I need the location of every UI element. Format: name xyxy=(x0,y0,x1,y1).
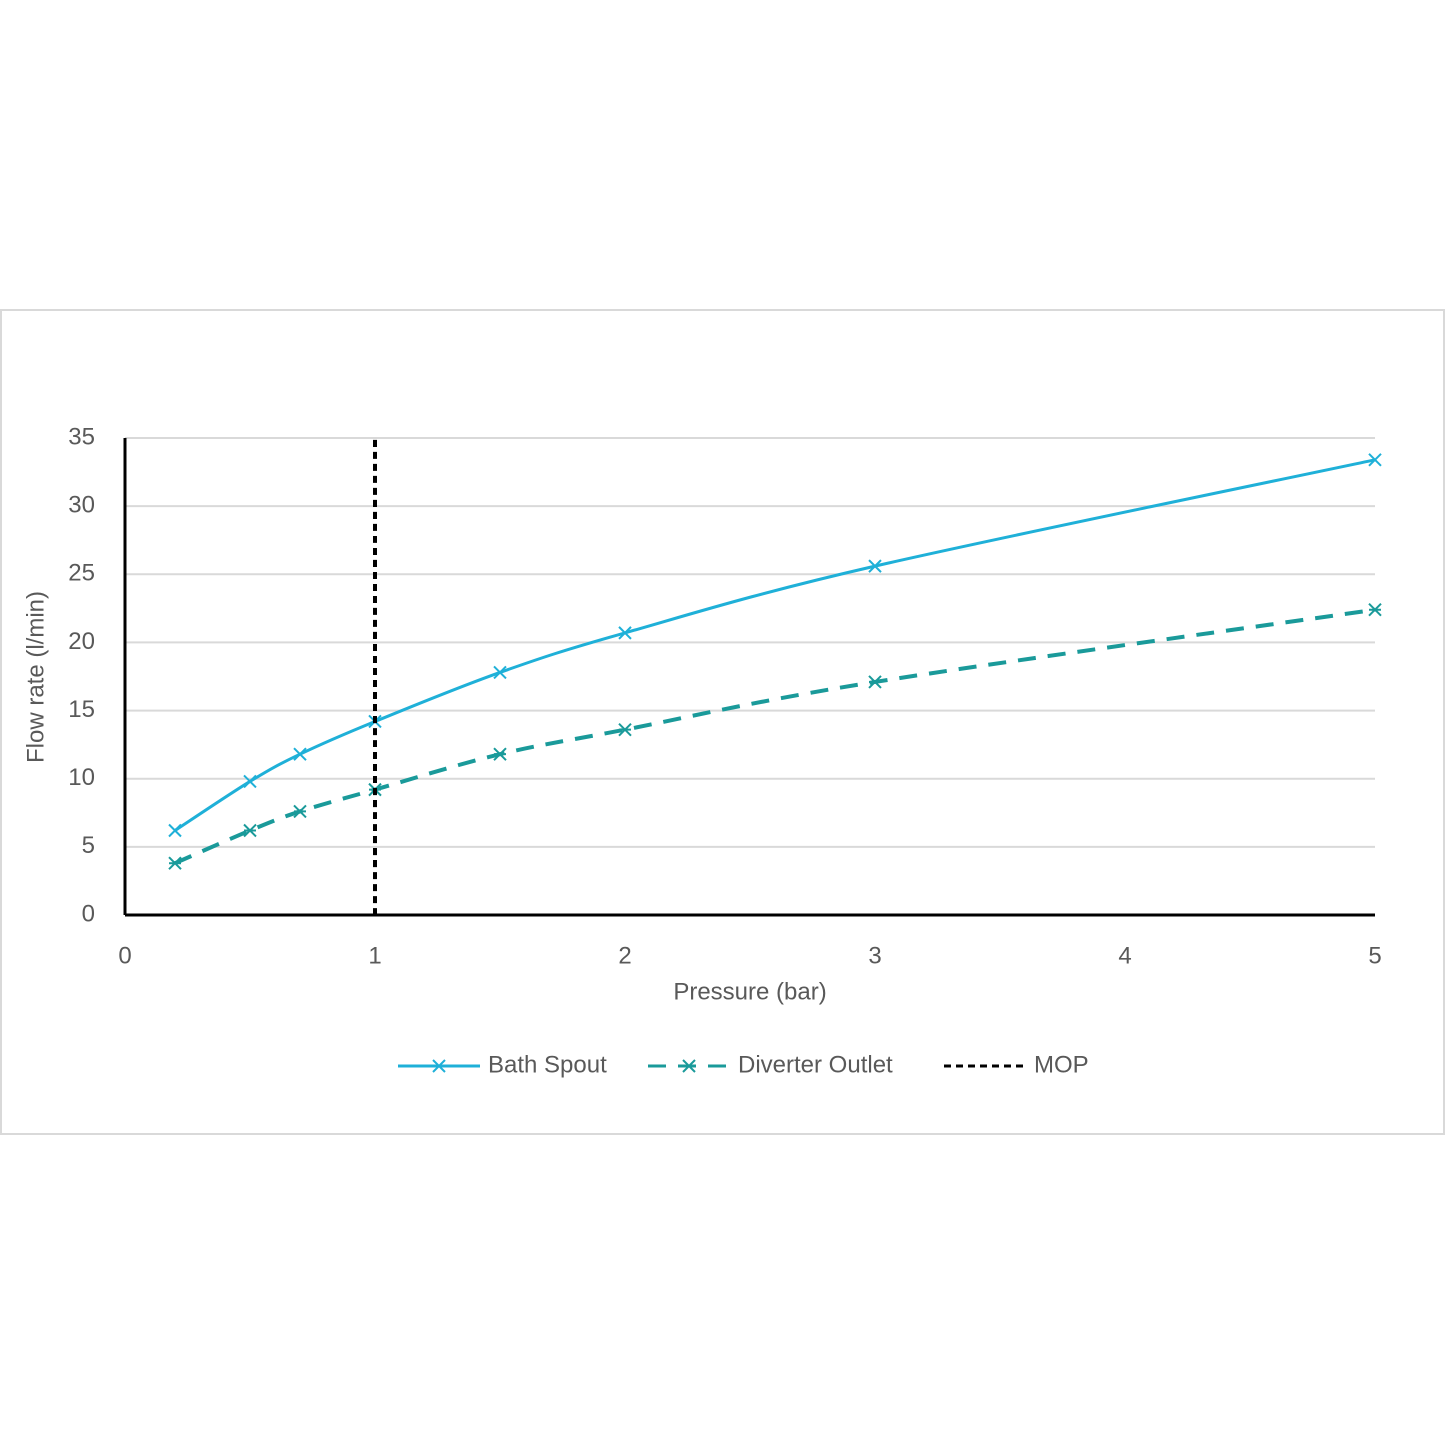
marker xyxy=(868,675,882,689)
x-tick-label: 4 xyxy=(1118,942,1131,969)
y-tick-label: 10 xyxy=(68,764,95,791)
marker xyxy=(1368,603,1382,617)
y-tick-label: 25 xyxy=(68,560,95,587)
marker xyxy=(243,774,257,789)
y-tick-label: 35 xyxy=(68,423,95,450)
x-axis-title: Pressure (bar) xyxy=(673,978,826,1005)
chart-frame xyxy=(0,309,1445,1135)
marker xyxy=(868,559,882,573)
y-tick-label: 5 xyxy=(82,832,95,859)
y-axis-title: Flow rate (l/min) xyxy=(22,591,49,763)
y-tick-label: 30 xyxy=(68,491,95,518)
legend-label: Diverter Outlet xyxy=(738,1051,893,1078)
x-tick-label: 3 xyxy=(868,942,881,969)
x-tick-label: 5 xyxy=(1368,942,1381,969)
x-tick-label: 1 xyxy=(368,942,381,969)
legend-label: Bath Spout xyxy=(488,1051,607,1078)
legend-label: MOP xyxy=(1034,1051,1089,1078)
x-tick-label: 0 xyxy=(118,942,131,969)
marker xyxy=(168,823,182,838)
marker xyxy=(618,626,632,640)
marker xyxy=(682,1059,696,1073)
marker xyxy=(293,804,307,819)
marker xyxy=(168,856,182,870)
marker xyxy=(493,665,507,680)
marker xyxy=(432,1059,446,1073)
y-tick-label: 20 xyxy=(68,628,95,655)
marker xyxy=(493,747,507,761)
marker xyxy=(1368,453,1382,467)
x-tick-label: 2 xyxy=(618,942,631,969)
marker xyxy=(243,823,257,838)
y-tick-label: 15 xyxy=(68,696,95,723)
marker xyxy=(293,747,307,761)
y-tick-label: 0 xyxy=(82,900,95,927)
marker xyxy=(618,722,632,737)
series-line xyxy=(174,458,1376,832)
